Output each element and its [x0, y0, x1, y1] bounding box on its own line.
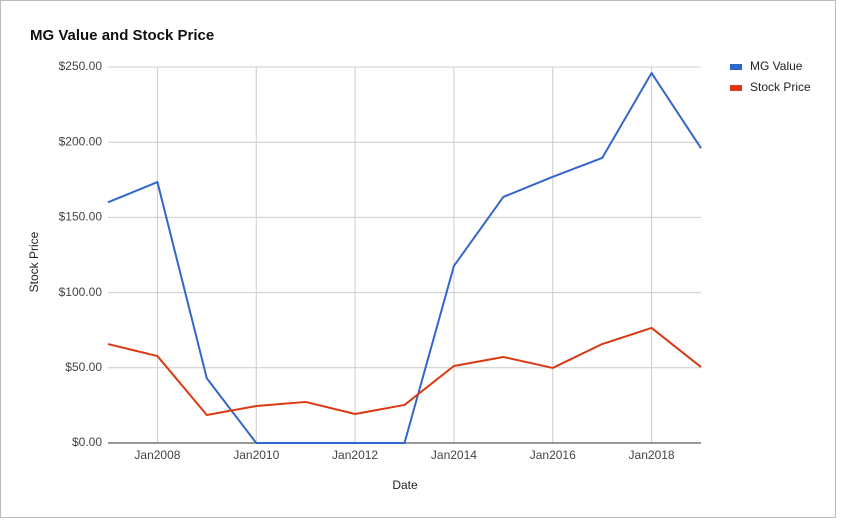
y-tick-label: $100.00: [59, 285, 103, 299]
x-tick-label: Jan2008: [134, 448, 180, 462]
y-tick-label: $0.00: [72, 435, 102, 449]
series-line: [107, 72, 702, 444]
x-tick-label: Jan2018: [629, 448, 675, 462]
chart-title: MG Value and Stock Price: [30, 27, 214, 44]
legend-label: Stock Price: [750, 80, 811, 94]
x-axis-title: Date: [392, 478, 418, 492]
x-tick-label: Jan2012: [332, 448, 378, 462]
legend-swatch: [730, 64, 742, 70]
y-tick-label: $200.00: [59, 134, 103, 148]
y-axis-title: Stock Price: [27, 231, 41, 292]
x-tick-label: Jan2010: [233, 448, 279, 462]
series-line: [107, 326, 702, 417]
legend-label: MG Value: [750, 59, 803, 73]
y-tick-label: $250.00: [59, 59, 103, 73]
y-tick-label: $150.00: [59, 210, 103, 224]
legend-swatch: [730, 85, 742, 91]
chart-frame: [0, 0, 836, 518]
x-tick-label: Jan2016: [530, 448, 576, 462]
y-tick-label: $50.00: [65, 360, 102, 374]
x-tick-label: Jan2014: [431, 448, 477, 462]
